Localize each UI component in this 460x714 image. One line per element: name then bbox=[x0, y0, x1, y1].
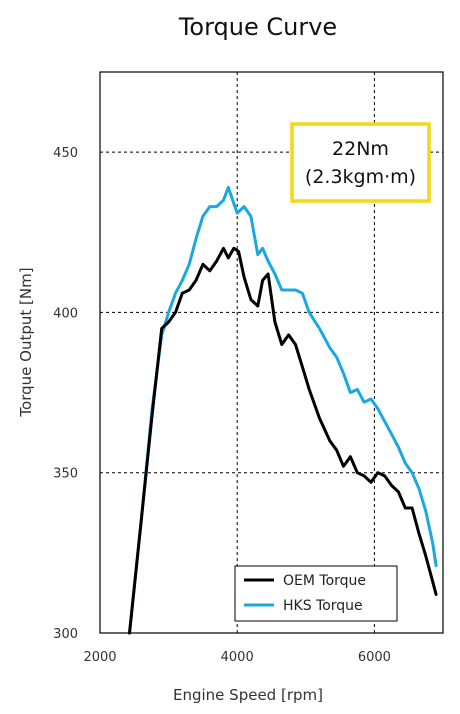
y-tick-label: 450 bbox=[53, 146, 78, 161]
callout-box bbox=[290, 122, 431, 203]
y-tick-label: 350 bbox=[53, 467, 78, 482]
legend-label-hks: HKS Torque bbox=[283, 598, 363, 614]
tick-labels: 2000 4000 6000 300 350 400 450 bbox=[53, 146, 391, 665]
x-tick-label: 6000 bbox=[358, 650, 391, 665]
plot-area-border bbox=[99, 71, 444, 634]
y-tick-label: 400 bbox=[53, 306, 78, 321]
legend-box bbox=[234, 565, 398, 622]
y-tick-label: 300 bbox=[53, 627, 78, 642]
legend: OEM Torque HKS Torque bbox=[234, 565, 398, 622]
y-axis-label: Torque Output [Nm] bbox=[17, 267, 35, 417]
callout-line-2: (2.3kgm·m) bbox=[305, 166, 416, 188]
legend-label-oem: OEM Torque bbox=[283, 573, 366, 589]
x-tick-label: 2000 bbox=[83, 650, 116, 665]
x-axis-label: Engine Speed [rpm] bbox=[173, 686, 323, 704]
callout-line-1: 22Nm bbox=[332, 138, 389, 160]
series-line-oem bbox=[128, 246, 438, 635]
series-line-hks bbox=[128, 185, 438, 635]
annotation-callout: 22Nm (2.3kgm·m) bbox=[290, 122, 431, 203]
chart-title: Torque Curve bbox=[178, 13, 337, 41]
series-lines bbox=[128, 185, 438, 635]
x-tick-label: 4000 bbox=[221, 650, 254, 665]
